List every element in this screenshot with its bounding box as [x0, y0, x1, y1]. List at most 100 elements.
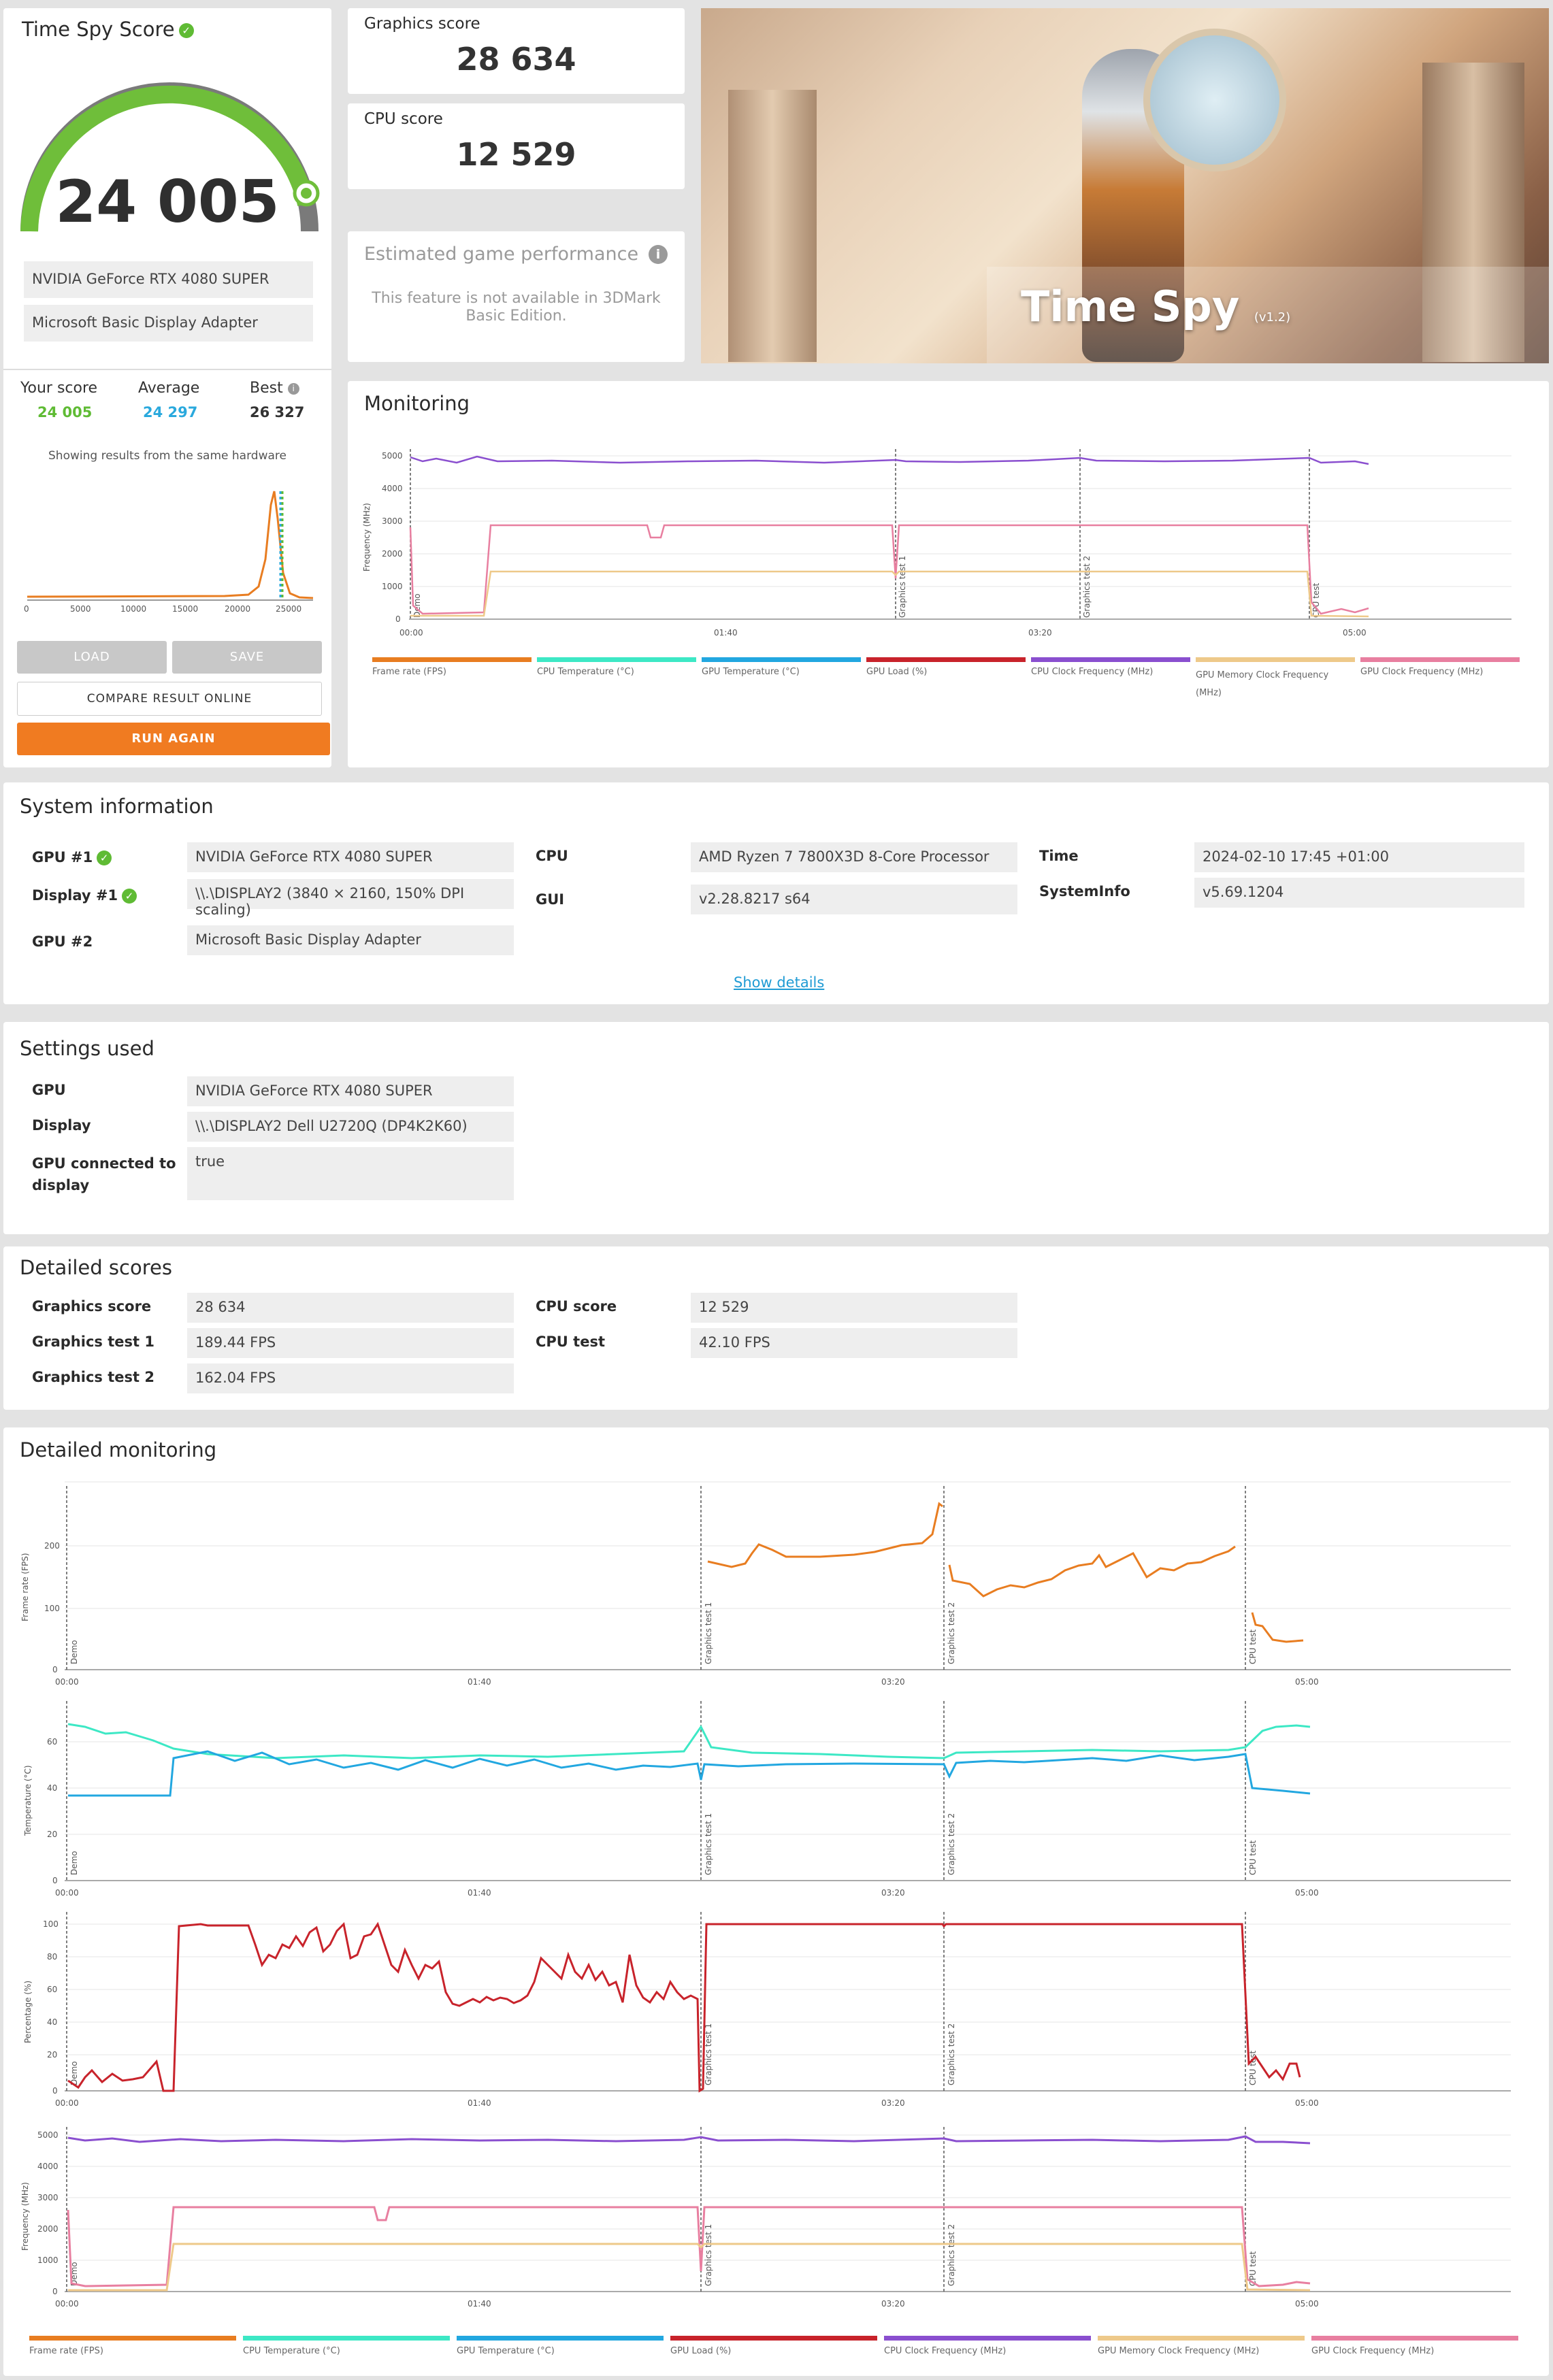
pct-marker-gt1: Graphics test 1	[704, 2023, 713, 2085]
dm-legend-swatch-gpu-memory-clock	[1098, 2336, 1305, 2341]
temp-marker-gt1: Graphics test 1	[704, 1813, 713, 1875]
freq-ytick: 1000	[37, 2255, 59, 2265]
score-gpu-name: NVIDIA GeForce RTX 4080 SUPER	[24, 261, 313, 298]
gpu1-value: NVIDIA GeForce RTX 4080 SUPER	[187, 842, 514, 872]
freq-ylabel: Frequency (MHz)	[20, 2182, 30, 2251]
systeminfo-label: SystemInfo	[1039, 883, 1130, 899]
freq-ytick: 5000	[37, 2130, 59, 2140]
verified-check-icon: ✓	[97, 850, 112, 865]
monitoring-title: Monitoring	[364, 392, 470, 415]
legend-swatch-cpu-temp	[537, 657, 696, 662]
compare-result-online-button[interactable]: COMPARE RESULT ONLINE	[17, 682, 322, 716]
settings-display-value: \\.\DISPLAY2 Dell U2720Q (DP4K2K60)	[187, 1112, 514, 1142]
fps-ytick: 100	[44, 1604, 60, 1613]
cpu-temp-series	[67, 1723, 1311, 1759]
dm-legend-item-gpu-memory-clock[interactable]: GPU Memory Clock Frequency (MHz)	[1098, 2346, 1260, 2356]
hero-title: Time Spy (v1.2)	[1021, 282, 1291, 331]
pct-ytick: 0	[52, 2086, 58, 2096]
legend-item-gpu-memory-clock[interactable]: GPU Memory Clock Frequency (MHz)	[1196, 670, 1329, 698]
legend-item-cpu-clock[interactable]: CPU Clock Frequency (MHz)	[1031, 667, 1154, 677]
verified-check-icon: ✓	[178, 23, 194, 38]
temp-xtick: 00:00	[55, 1888, 79, 1898]
legend-swatch-gpu-temp	[702, 657, 861, 662]
detailed-monitoring-title: Detailed monitoring	[20, 1438, 217, 1461]
freq-ytick: 0	[52, 2287, 58, 2296]
run-again-button[interactable]: RUN AGAIN	[17, 723, 330, 755]
ds-gt2-label: Graphics test 2	[32, 1369, 154, 1385]
freq-marker-gt2: Graphics test 2	[947, 2224, 956, 2286]
freq-ytick: 4000	[37, 2162, 59, 2171]
hero-mirror	[1143, 29, 1286, 171]
ds-gt1-value: 189.44 FPS	[187, 1328, 514, 1358]
dm-legend-item-gpu-clock[interactable]: GPU Clock Frequency (MHz)	[1311, 2346, 1435, 2356]
graphics-score-card: Graphics score 28 634	[348, 8, 685, 94]
hist-tick-0: 0	[24, 604, 29, 614]
mon-marker-gt2: Graphics test 2	[1082, 556, 1092, 618]
fps-ytick: 0	[52, 1665, 58, 1674]
best-label: Best i	[250, 380, 299, 397]
legend-swatch-fps	[372, 657, 532, 662]
display1-value: \\.\DISPLAY2 (3840 × 2160, 150% DPI scal…	[187, 879, 514, 918]
ds-cpu-test-label: CPU test	[536, 1334, 605, 1350]
mon-xtick: 00:00	[399, 628, 423, 638]
mon-xtick: 03:20	[1028, 628, 1052, 638]
monitoring-chart: 5000 4000 3000 2000 1000 0 Frequency (MH…	[362, 449, 1511, 638]
fps-ytick: 200	[44, 1541, 60, 1551]
time-value: 2024-02-10 17:45 +01:00	[1194, 842, 1524, 872]
fps-series-cpu	[1251, 1612, 1304, 1643]
legend-swatch-gpu-load	[866, 657, 1026, 662]
legend-item-gpu-load[interactable]: GPU Load (%)	[866, 667, 928, 677]
freq-cpu-clock-series	[67, 2135, 1311, 2145]
gpu-load-series	[67, 1921, 1301, 2093]
legend-swatch-gpu-memory-clock	[1196, 657, 1355, 662]
save-button[interactable]: SAVE	[172, 641, 322, 674]
pct-xtick: 05:00	[1295, 2098, 1319, 2108]
hero-title-band	[987, 267, 1549, 363]
pct-ytick: 20	[47, 2050, 57, 2060]
hero-pillar	[728, 90, 817, 362]
dm-legend-item-gpu-load[interactable]: GPU Load (%)	[670, 2346, 732, 2356]
fps-series-gt2	[948, 1545, 1236, 1598]
dm-legend-item-fps[interactable]: Frame rate (FPS)	[29, 2346, 103, 2356]
temp-marker-gt2: Graphics test 2	[947, 1813, 956, 1875]
mon-xtick: 05:00	[1343, 628, 1367, 638]
pct-marker-cpu: CPU test	[1248, 2050, 1258, 2085]
temp-xtick: 05:00	[1295, 1888, 1319, 1898]
hero-image: Time Spy (v1.2)	[701, 8, 1549, 363]
freq-gpu-memory-clock-series	[68, 2243, 1311, 2292]
gpu1-label: GPU #1 ✓	[32, 849, 112, 865]
hist-tick-20000: 20000	[225, 604, 250, 614]
settings-gpu-connected-label: GPU connected to display	[32, 1155, 176, 1193]
legend-item-gpu-clock[interactable]: GPU Clock Frequency (MHz)	[1360, 667, 1484, 677]
fps-marker-cpu: CPU test	[1248, 1629, 1258, 1664]
dm-legend-swatch-gpu-load	[670, 2336, 877, 2341]
systeminfo-value: v5.69.1204	[1194, 878, 1524, 908]
mon-ytick: 5000	[382, 451, 403, 461]
dm-legend-item-gpu-temp[interactable]: GPU Temperature (°C)	[457, 2346, 555, 2356]
legend-item-fps[interactable]: Frame rate (FPS)	[372, 667, 446, 677]
hist-tick-5000: 5000	[70, 604, 91, 614]
dm-legend-item-cpu-temp[interactable]: CPU Temperature (°C)	[243, 2346, 340, 2356]
info-icon[interactable]: i	[649, 245, 668, 264]
settings-gpu-label: GPU	[32, 1082, 66, 1098]
detailed-scores-panel: Detailed scores Graphics score 28 634 Gr…	[3, 1246, 1549, 1410]
gpu-temp-series	[68, 1750, 1311, 1797]
freq-xtick: 01:40	[468, 2299, 491, 2309]
fps-xtick: 00:00	[55, 1677, 79, 1687]
hero-pillar	[1422, 63, 1524, 362]
load-button[interactable]: LOAD	[17, 641, 167, 674]
dm-legend-swatch-fps	[29, 2336, 236, 2341]
mon-ytick: 1000	[382, 582, 403, 591]
legend-item-gpu-temp[interactable]: GPU Temperature (°C)	[702, 667, 800, 677]
gpu2-label: GPU #2	[32, 933, 93, 950]
pct-marker-gt2: Graphics test 2	[947, 2023, 956, 2085]
dm-legend-item-cpu-clock[interactable]: CPU Clock Frequency (MHz)	[884, 2346, 1007, 2356]
info-icon[interactable]: i	[287, 382, 299, 395]
legend-item-cpu-temp[interactable]: CPU Temperature (°C)	[537, 667, 634, 677]
mon-ytick: 4000	[382, 484, 403, 493]
ds-graphics-score-value: 28 634	[187, 1293, 514, 1323]
verified-check-icon: ✓	[122, 889, 137, 904]
show-details-link[interactable]: Show details	[734, 974, 825, 991]
chart-percentage: 100 80 60 40 20 0 Percentage (%) 00:00 0…	[23, 1912, 1511, 2108]
legend-swatch-gpu-clock	[1360, 657, 1520, 662]
